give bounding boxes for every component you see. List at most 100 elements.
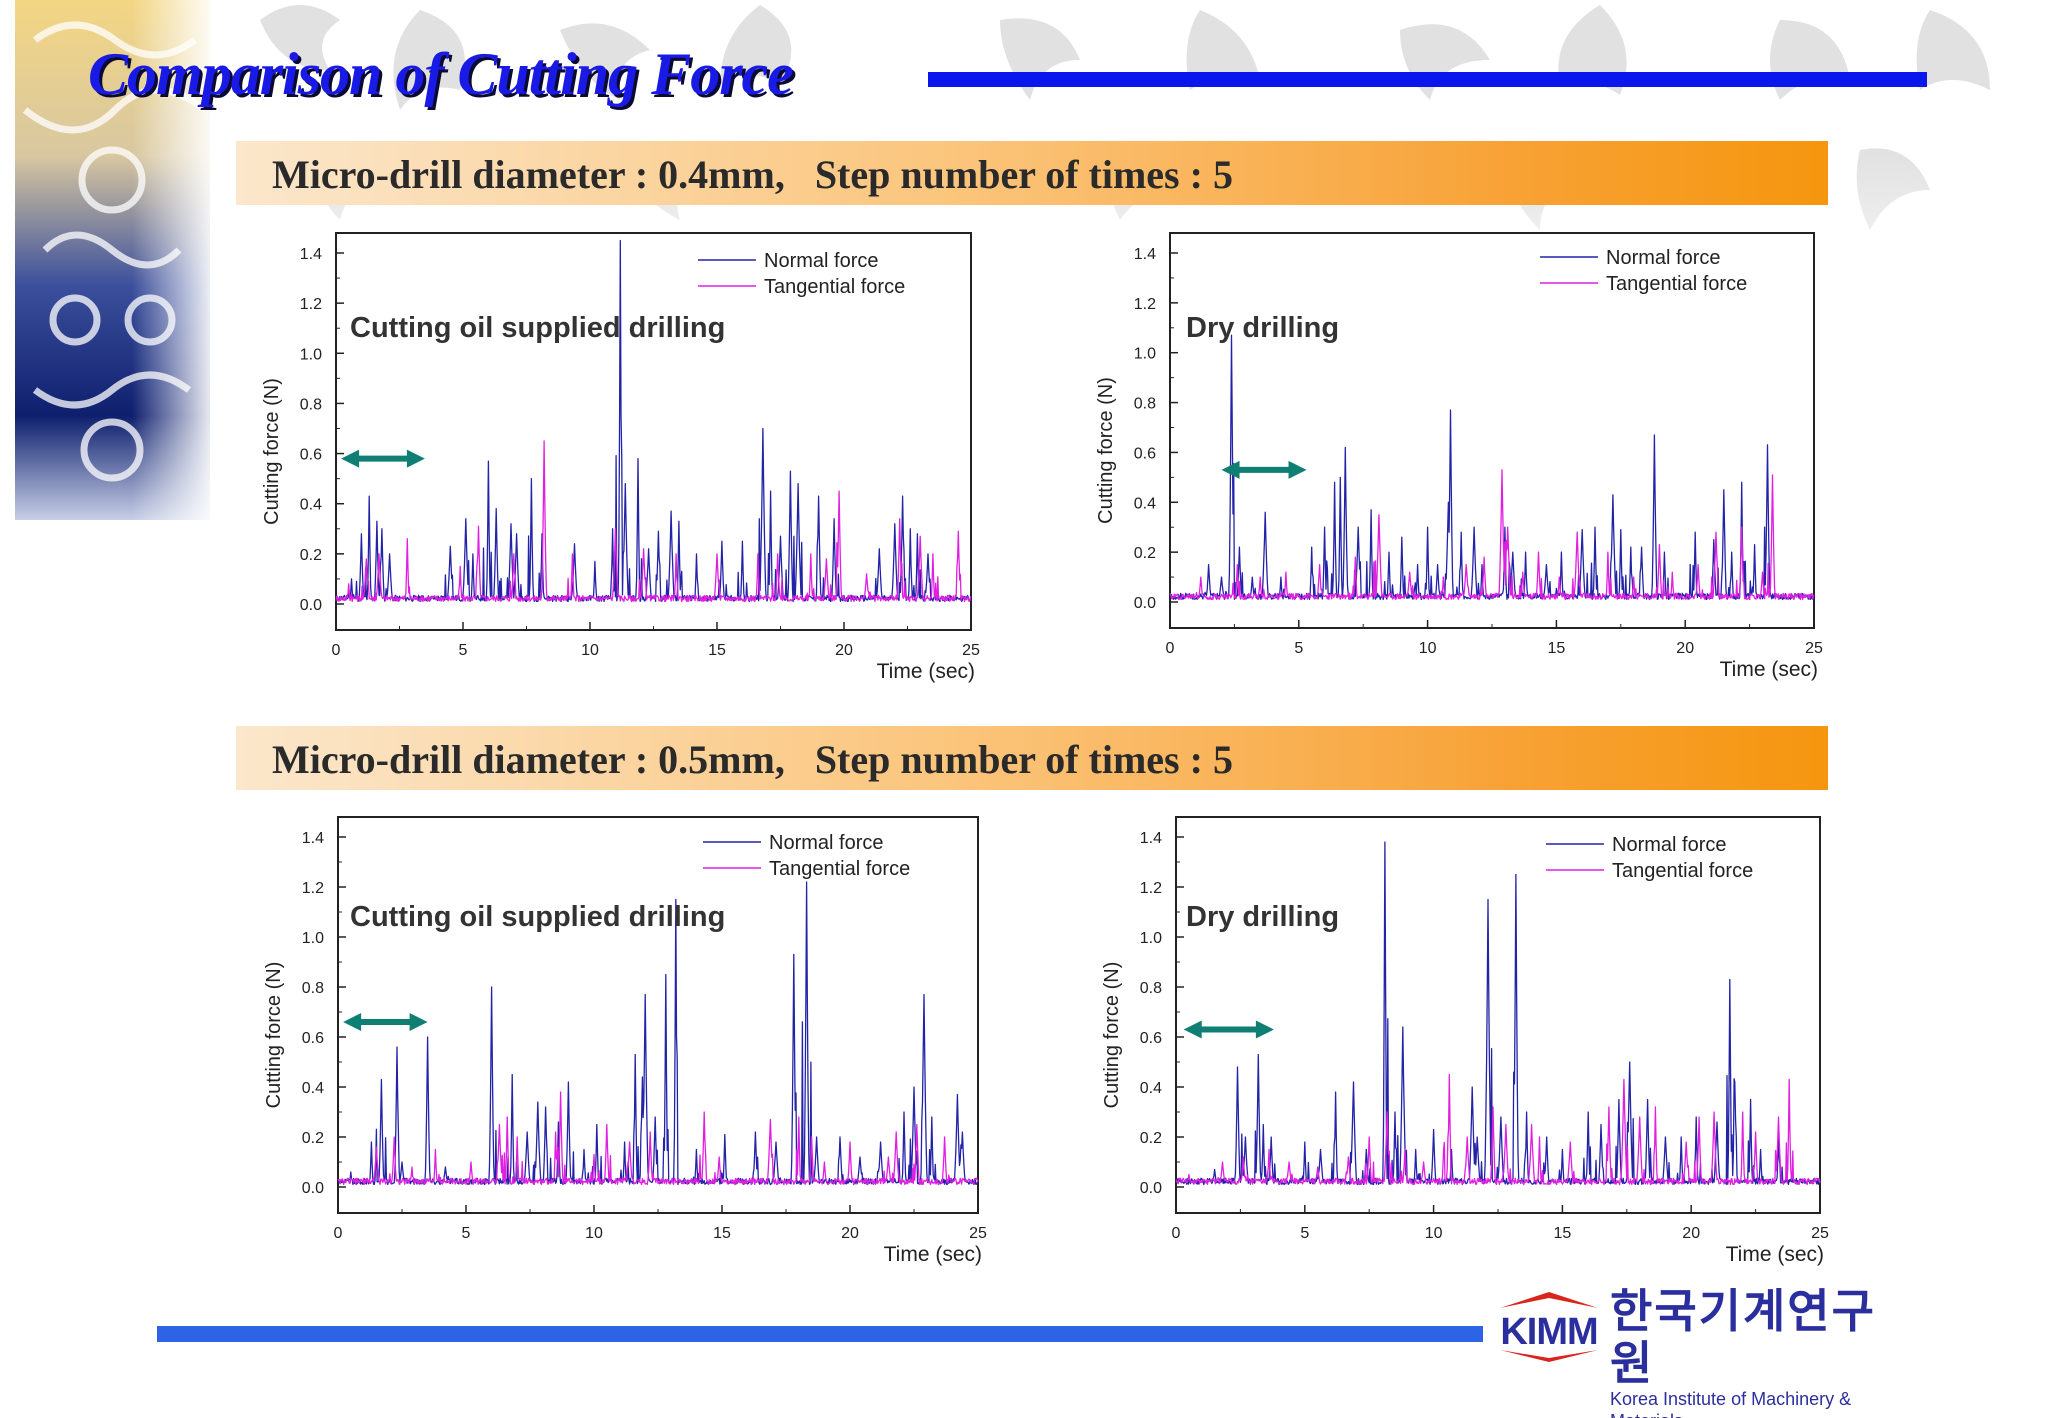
arrow-head-right (1288, 460, 1307, 479)
double-arrow-icon (341, 449, 425, 468)
x-tick-label: 25 (969, 1225, 987, 1242)
x-tick-label: 20 (835, 642, 853, 659)
arrow-head-left (1183, 1020, 1202, 1039)
y-tick-label: 0.0 (1140, 1180, 1162, 1197)
kimm-logo-icon: KIMM (1500, 1292, 1599, 1362)
x-tick-label: 5 (1300, 1225, 1309, 1242)
plot-frame (335, 232, 972, 631)
banner-top-text: Micro-drill diameter : 0.4mm, Step numbe… (272, 152, 1233, 197)
x-tick-label: 15 (713, 1225, 731, 1242)
legend-label: Normal force (1606, 247, 1720, 269)
y-tick-label: 1.2 (1140, 880, 1162, 897)
y-tick-label: 1.0 (300, 346, 322, 363)
double-arrow-icon (1221, 460, 1307, 479)
x-tick-label: 20 (1682, 1225, 1700, 1242)
y-tick-label: 0.4 (1140, 1080, 1162, 1097)
y-tick-label: 0.8 (300, 396, 322, 413)
y-tick-label: 0.2 (1140, 1130, 1162, 1147)
series-line-tangential-force (1169, 469, 1815, 601)
banner-bottom-text: Micro-drill diameter : 0.5mm, Step numbe… (272, 737, 1233, 782)
chart-annotation: Cutting oil supplied drilling (350, 312, 725, 344)
bottom-rule (157, 1326, 1483, 1342)
y-tick-label: 0.4 (302, 1080, 324, 1097)
y-tick-label: 0.2 (300, 547, 322, 564)
x-axis-label: Time (sec) (1726, 1243, 1824, 1266)
banner-top: Micro-drill diameter : 0.4mm, Step numbe… (236, 141, 1828, 205)
y-tick-label: 0.8 (302, 980, 324, 997)
x-tick-label: 10 (1425, 1225, 1443, 1242)
y-tick-label: 1.4 (1140, 830, 1162, 847)
arrow-head-right (409, 1013, 428, 1031)
y-tick-label: 0.4 (1134, 495, 1156, 512)
x-tick-label: 5 (462, 1225, 471, 1242)
arrow-head-right (406, 449, 425, 468)
y-tick-label: 1.2 (1134, 296, 1156, 313)
y-tick-label: 0.6 (300, 447, 322, 464)
double-arrow-icon (1183, 1020, 1274, 1039)
x-tick-label: 10 (585, 1225, 603, 1242)
y-tick-label: 0.6 (1140, 1030, 1162, 1047)
x-tick-label: 10 (581, 642, 599, 659)
y-axis-label: Cutting force (N) (261, 378, 283, 525)
x-tick-label: 25 (1805, 640, 1823, 657)
legend-label: Normal force (1612, 834, 1726, 856)
y-tick-label: 1.4 (1134, 246, 1156, 263)
x-tick-label: 20 (841, 1225, 859, 1242)
x-tick-label: 5 (1294, 640, 1303, 657)
y-tick-label: 0.6 (302, 1030, 324, 1047)
x-axis-label: Time (sec) (1720, 658, 1818, 681)
x-tick-label: 5 (459, 642, 468, 659)
x-tick-label: 10 (1419, 640, 1437, 657)
chart-annotation: Dry drilling (1186, 312, 1339, 344)
y-tick-label: 0.6 (1134, 445, 1156, 462)
x-tick-label: 0 (1172, 1225, 1181, 1242)
slide-title: Comparison of Cutting Force (88, 41, 794, 107)
y-tick-label: 0.0 (300, 597, 322, 614)
double-arrow-icon (343, 1013, 428, 1031)
logo-korean-name: 한국기계연구원 (1610, 1284, 1876, 1390)
x-tick-label: 20 (1676, 640, 1694, 657)
series-line-tangential-force (1175, 1073, 1821, 1186)
series-line-tangential-force (335, 440, 972, 603)
y-axis-label: Cutting force (N) (1101, 962, 1123, 1109)
legend-label: Tangential force (764, 276, 905, 298)
arrow-head-left (1221, 460, 1240, 479)
arrow-head-left (343, 1013, 362, 1031)
y-axis-label: Cutting force (N) (1095, 377, 1117, 524)
legend-label: Tangential force (769, 858, 910, 880)
y-tick-label: 1.0 (1134, 346, 1156, 363)
x-tick-label: 25 (962, 642, 980, 659)
y-tick-label: 1.4 (300, 246, 322, 263)
y-tick-label: 0.2 (302, 1130, 324, 1147)
chart-annotation: Dry drilling (1186, 901, 1339, 933)
logo-english-name: Korea Institute of Machinery & Materials (1610, 1389, 1852, 1418)
x-tick-label: 15 (1554, 1225, 1572, 1242)
x-tick-label: 0 (332, 642, 341, 659)
x-tick-label: 0 (1166, 640, 1175, 657)
x-axis-label: Time (sec) (884, 1243, 982, 1266)
y-tick-label: 1.2 (300, 296, 322, 313)
y-tick-label: 1.2 (302, 880, 324, 897)
chart-annotation: Cutting oil supplied drilling (350, 901, 725, 933)
kimm-logo-text: KIMM (1500, 1311, 1597, 1353)
y-tick-label: 0.4 (300, 497, 322, 514)
series-line-tangential-force (337, 1091, 979, 1186)
y-tick-label: 0.8 (1134, 396, 1156, 413)
y-tick-label: 1.4 (302, 830, 324, 847)
x-tick-label: 0 (334, 1225, 343, 1242)
x-tick-label: 25 (1811, 1225, 1829, 1242)
banner-bottom: Micro-drill diameter : 0.5mm, Step numbe… (236, 726, 1828, 790)
y-tick-label: 1.0 (302, 930, 324, 947)
y-tick-label: 0.8 (1140, 980, 1162, 997)
ornament-pattern (15, 0, 210, 520)
y-axis-label: Cutting force (N) (263, 962, 285, 1109)
x-tick-label: 15 (1548, 640, 1566, 657)
arrow-head-right (1255, 1020, 1274, 1039)
arrow-head-left (341, 449, 360, 468)
legend-label: Normal force (764, 250, 878, 272)
